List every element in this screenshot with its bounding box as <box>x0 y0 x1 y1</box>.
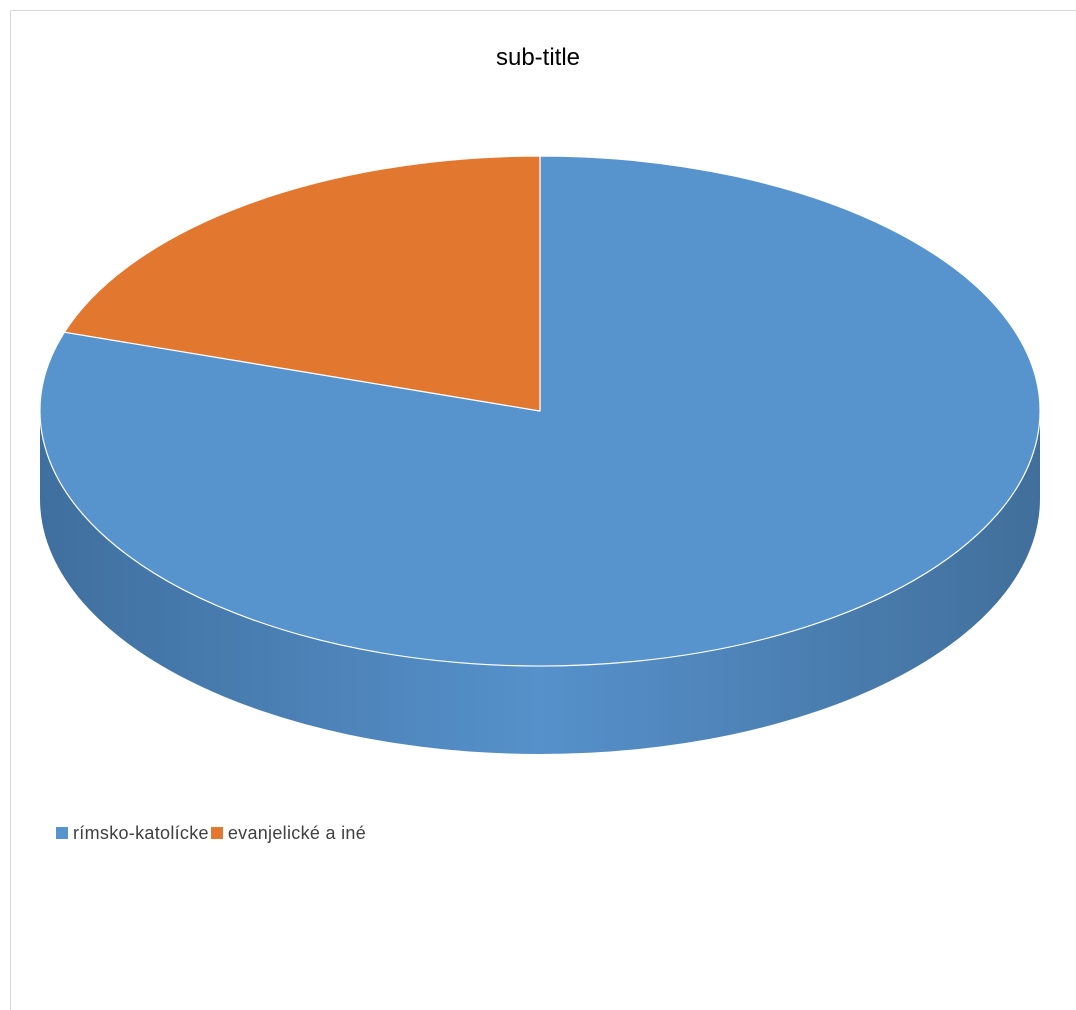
legend-swatch-0 <box>56 827 68 839</box>
legend-item-1[interactable]: evanjelické a iné <box>210 820 368 846</box>
legend-label-1: evanjelické a iné <box>227 823 367 843</box>
chart-title: sub-title <box>495 44 581 71</box>
legend-item-0[interactable]: rímsko-katolícke <box>56 820 211 846</box>
chart-legend: rímsko-katolícke evanjelické a iné <box>56 820 368 846</box>
pie-slice-1[interactable] <box>63 155 541 412</box>
legend-label-0: rímsko-katolícke <box>73 823 209 843</box>
pie-side-0 <box>40 411 1040 754</box>
legend-swatch-1 <box>210 827 223 839</box>
